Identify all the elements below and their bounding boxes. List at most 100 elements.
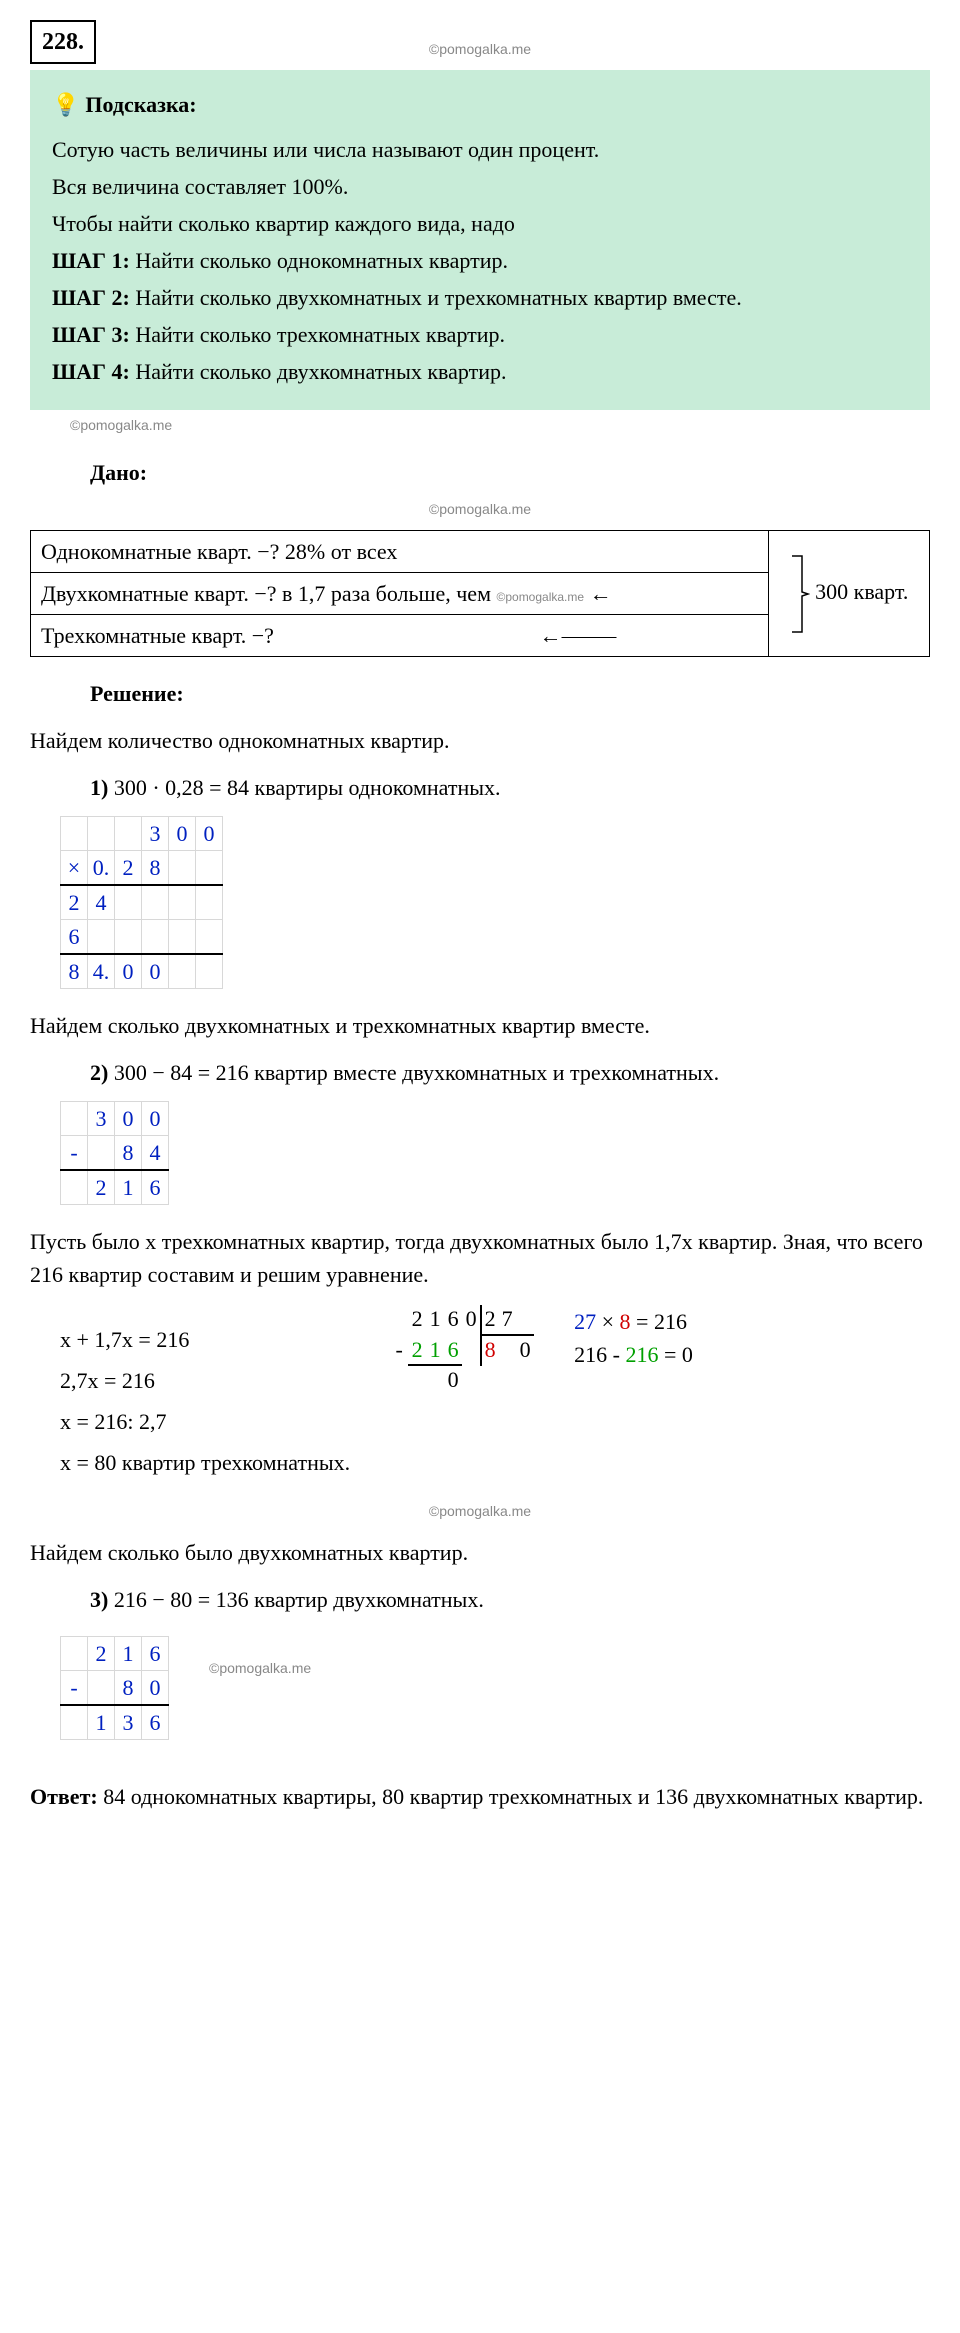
c: 2 — [61, 885, 88, 920]
c: 0 — [462, 1305, 480, 1336]
watermark: ©pomogalka.me — [30, 1501, 930, 1522]
c: × — [61, 851, 88, 886]
c: 4 — [88, 885, 115, 920]
c: - — [390, 1336, 408, 1367]
c: 1 — [426, 1336, 444, 1367]
check1: 27 × 8 = 216 — [574, 1305, 693, 1338]
problem-number: 228. — [30, 20, 96, 64]
c: 8 — [142, 851, 169, 886]
step-label: ШАГ 1: — [52, 248, 130, 273]
c: 0 — [142, 1102, 169, 1136]
c: 8 — [115, 1136, 142, 1171]
bracket-text: 300 кварт. — [815, 579, 908, 604]
step-1: 1) 300 · 0,28 = 84 квартиры однокомнатны… — [90, 771, 930, 804]
c: 2 — [480, 1305, 498, 1336]
c: 6 — [142, 1705, 169, 1740]
c — [480, 1366, 498, 1395]
c: 0. — [88, 851, 115, 886]
c: 27 — [574, 1309, 596, 1334]
c: = 0 — [658, 1342, 692, 1367]
watermark: ©pomogalka.me — [497, 590, 585, 604]
c: 3 — [115, 1705, 142, 1740]
c: = 216 — [631, 1309, 687, 1334]
c: 216 - — [574, 1342, 625, 1367]
c: × — [596, 1309, 619, 1334]
c: 1 — [426, 1305, 444, 1336]
hint-title-text: Подсказка: — [85, 92, 196, 117]
c: 6 — [142, 1170, 169, 1205]
c: 0 — [444, 1366, 462, 1395]
c: 2 — [408, 1336, 426, 1367]
c: 0 — [169, 817, 196, 851]
c: 6 — [444, 1305, 462, 1336]
c — [516, 1366, 534, 1395]
step-text: Найти сколько двухкомнатных и трехкомнат… — [130, 285, 742, 310]
sol-p4: Найдем сколько было двухкомнатных кварти… — [30, 1536, 930, 1569]
hint-title: 💡Подсказка: — [52, 88, 908, 121]
c: 4 — [142, 1136, 169, 1171]
given-row-2: Двухкомнатные кварт. −? в 1,7 раза больш… — [31, 573, 769, 615]
answer-text: 84 однокомнатных квартиры, 80 квартир тр… — [103, 1784, 923, 1809]
calc-mult-1: 300 ×0.28 24 6 84.00 — [60, 816, 223, 989]
step-3-text: 216 − 80 = 136 квартир двухкомнатных. — [108, 1587, 484, 1612]
step-2: 2) 300 − 84 = 216 квартир вместе двухком… — [90, 1056, 930, 1089]
c: - — [61, 1136, 88, 1171]
step-text: Найти сколько двухкомнатных квартир. — [130, 359, 507, 384]
given-row-3-text: Трехкомнатные кварт. −? — [41, 623, 274, 648]
c: 2 — [115, 851, 142, 886]
sol-p2: Найдем сколько двухкомнатных и трехкомна… — [30, 1009, 930, 1042]
hint-line-2: Вся величина составляет 100%. — [52, 170, 908, 203]
sol-p1: Найдем количество однокомнатных квартир. — [30, 724, 930, 757]
c — [462, 1336, 480, 1367]
answer: Ответ: 84 однокомнатных квартиры, 80 ква… — [30, 1780, 930, 1813]
c: 2 — [88, 1170, 115, 1205]
step-1-num: 1) — [90, 775, 108, 800]
c: 2 — [408, 1305, 426, 1336]
check2: 216 - 216 = 0 — [574, 1338, 693, 1371]
c: 8 — [620, 1309, 631, 1334]
c: 6 — [444, 1336, 462, 1367]
calc3-row: 216 -80 136 ©pomogalka.me — [30, 1628, 930, 1760]
c: 1 — [88, 1705, 115, 1740]
given-row-1: Однокомнатные кварт. −? 28% от всех — [31, 531, 769, 573]
watermark: ©pomogalka.me — [30, 499, 930, 520]
c — [516, 1305, 534, 1336]
c: 0 — [115, 1102, 142, 1136]
long-division: 2 1 6 0 2 7 - 2 1 6 8 0 0 — [390, 1305, 534, 1395]
c — [390, 1305, 408, 1336]
c: 0 — [196, 817, 223, 851]
hint-line-3: Чтобы найти сколько квартир каждого вида… — [52, 207, 908, 240]
hint-step-1: ШАГ 1: Найти сколько однокомнатных кварт… — [52, 244, 908, 277]
step-text: Найти сколько трехкомнатных квартир. — [130, 322, 505, 347]
step-3-num: 3) — [90, 1587, 108, 1612]
answer-label: Ответ: — [30, 1784, 103, 1809]
bracket-icon — [790, 554, 810, 634]
c: 8 — [480, 1336, 498, 1367]
step-label: ШАГ 2: — [52, 285, 130, 310]
watermark: ©pomogalka.me — [70, 415, 930, 436]
c: 0 — [516, 1336, 534, 1367]
c: - — [61, 1671, 88, 1706]
step-1-text: 300 · 0,28 = 84 квартиры однокомнатных. — [108, 775, 500, 800]
c: 3 — [142, 817, 169, 851]
c: 1 — [115, 1637, 142, 1671]
step-text: Найти сколько однокомнатных квартир. — [130, 248, 508, 273]
c — [426, 1366, 444, 1395]
given-table: Однокомнатные кварт. −? 28% от всех 300 … — [30, 530, 930, 657]
c: 0 — [115, 954, 142, 989]
calc-sub-1: 300 -84 216 — [60, 1101, 169, 1205]
c — [498, 1366, 516, 1395]
bulb-icon: 💡 — [52, 92, 79, 117]
c: 1 — [115, 1170, 142, 1205]
step-2-num: 2) — [90, 1060, 108, 1085]
step-2-text: 300 − 84 = 216 квартир вместе двухкомнат… — [108, 1060, 719, 1085]
eq3: x = 216: 2,7 — [60, 1405, 350, 1438]
equation-division-row: x + 1,7x = 216 2,7x = 216 x = 216: 2,7 x… — [30, 1305, 930, 1497]
page: 228. ©pomogalka.me 💡Подсказка: Сотую час… — [0, 0, 960, 1853]
c — [408, 1366, 426, 1395]
given-row-3: Трехкомнатные кварт. −? ←⎯⎯⎯⎯⎯ — [31, 615, 769, 657]
side-checks: 27 × 8 = 216 216 - 216 = 0 — [574, 1305, 693, 1371]
given-row-2-text: Двухкомнатные кварт. −? в 1,7 раза больш… — [41, 581, 491, 606]
sol-p3: Пусть было x трехкомнатных квартир, тогд… — [30, 1225, 930, 1291]
c: 216 — [625, 1342, 658, 1367]
